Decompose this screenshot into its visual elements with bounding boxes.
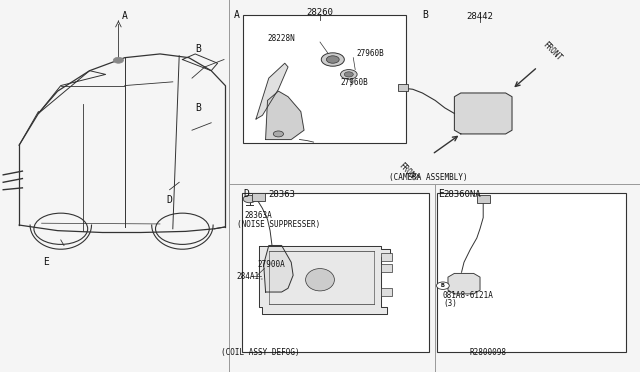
Polygon shape — [259, 246, 390, 314]
Text: (3): (3) — [443, 299, 457, 308]
Circle shape — [273, 131, 284, 137]
Circle shape — [113, 57, 124, 63]
Polygon shape — [266, 91, 304, 140]
Text: 27960B: 27960B — [340, 78, 368, 87]
Text: B: B — [422, 10, 428, 20]
Circle shape — [340, 70, 357, 79]
Text: E: E — [438, 189, 444, 199]
Text: (CAMERA ASSEMBLY): (CAMERA ASSEMBLY) — [390, 173, 468, 182]
Text: 28363A: 28363A — [244, 211, 272, 219]
Circle shape — [321, 53, 344, 66]
Polygon shape — [454, 93, 512, 134]
Text: 28260: 28260 — [307, 8, 333, 17]
Text: 27900A: 27900A — [258, 260, 285, 269]
Polygon shape — [264, 246, 293, 292]
Text: A: A — [122, 11, 127, 21]
Circle shape — [243, 195, 256, 203]
Text: R2800098: R2800098 — [469, 348, 506, 357]
Polygon shape — [256, 63, 288, 119]
Text: B: B — [195, 103, 201, 113]
Text: D: D — [166, 195, 173, 205]
Ellipse shape — [306, 269, 334, 291]
Bar — [398, 84, 408, 91]
Text: 28228N: 28228N — [268, 34, 295, 43]
Text: FRONT: FRONT — [541, 41, 563, 63]
Text: (NOISE SUPPRESSER): (NOISE SUPPRESSER) — [237, 220, 320, 229]
Bar — [242, 193, 429, 352]
Bar — [381, 264, 392, 272]
Text: 284A1: 284A1 — [237, 272, 260, 280]
Text: 28442: 28442 — [467, 12, 493, 21]
Circle shape — [326, 56, 339, 63]
Polygon shape — [448, 273, 480, 294]
Text: 081A8-6121A: 081A8-6121A — [443, 291, 493, 300]
Text: B: B — [441, 283, 445, 288]
Text: 28363: 28363 — [268, 190, 295, 199]
Circle shape — [436, 282, 449, 289]
Circle shape — [344, 72, 353, 77]
Bar — [243, 15, 406, 143]
Bar — [252, 193, 265, 201]
Text: 28360NA: 28360NA — [444, 190, 481, 199]
Text: (COIL ASSY DEFOG): (COIL ASSY DEFOG) — [221, 348, 300, 357]
Text: FRONT: FRONT — [397, 161, 419, 183]
Text: D: D — [243, 189, 249, 199]
Text: B: B — [195, 44, 201, 54]
Bar — [381, 288, 392, 296]
Bar — [381, 253, 392, 261]
Text: 27960B: 27960B — [356, 49, 384, 58]
Text: A: A — [234, 10, 239, 20]
Text: E: E — [43, 257, 49, 267]
Bar — [437, 193, 626, 352]
Bar — [477, 195, 490, 203]
